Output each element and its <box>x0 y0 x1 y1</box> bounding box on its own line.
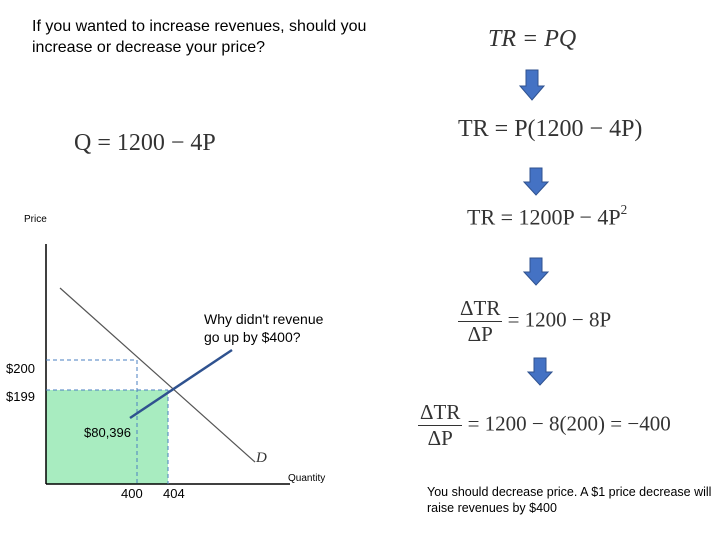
step1-equation: TR = PQ <box>488 26 576 53</box>
down-arrow-icon <box>518 69 546 101</box>
step4-rhs: = 1200 − 8P <box>507 307 612 332</box>
step2-text: TR = P(1200 − 4P) <box>458 116 643 142</box>
quantity-404-label: 404 <box>163 486 185 501</box>
step4-fraction: ΔTR ΔP <box>458 296 503 347</box>
question-text: If you wanted to increase revenues, shou… <box>32 18 367 56</box>
step4-equation: ΔTR ΔP = 1200 − 8P <box>458 296 611 347</box>
down-arrow-icon <box>522 167 550 196</box>
demand-equation-text: Q = 1200 − 4P <box>74 130 216 156</box>
price-200-label: $200 <box>6 361 35 376</box>
conclusion-text: You should decrease price. A $1 price de… <box>427 485 712 515</box>
step3-exponent: 2 <box>620 202 628 217</box>
down-arrow-icon <box>526 357 554 386</box>
down-arrow-icon <box>522 257 550 286</box>
step5-equation: ΔTR ΔP = 1200 − 8(200) = −400 <box>418 400 671 451</box>
step5-denominator: ΔP <box>427 426 453 450</box>
step4-denominator: ΔP <box>467 322 493 346</box>
demand-equation: Q = 1200 − 4P <box>74 130 216 157</box>
callout-pointer <box>129 348 233 420</box>
step5-numerator: ΔTR <box>418 400 463 426</box>
price-199-label: $199 <box>6 389 35 404</box>
step5-rhs: = 1200 − 8(200) = −400 <box>467 411 671 436</box>
x-axis-label: Quantity <box>288 473 326 484</box>
callout-text: Why didn't revenue go up by $400? <box>204 311 324 345</box>
step1-text: TR = PQ <box>488 26 577 52</box>
step3-text: TR = 1200P − 4P <box>467 204 621 230</box>
y-axis-label: Price <box>24 214 47 225</box>
demand-label: D <box>256 450 267 466</box>
revenue-label: $80,396 <box>84 425 131 440</box>
step3-equation: TR = 1200P − 4P2 <box>467 202 627 231</box>
step5-fraction: ΔTR ΔP <box>418 400 463 451</box>
quantity-400-label: 400 <box>121 486 143 501</box>
step2-equation: TR = P(1200 − 4P) <box>458 116 642 143</box>
step4-numerator: ΔTR <box>458 296 503 322</box>
demand-curve <box>59 287 256 463</box>
